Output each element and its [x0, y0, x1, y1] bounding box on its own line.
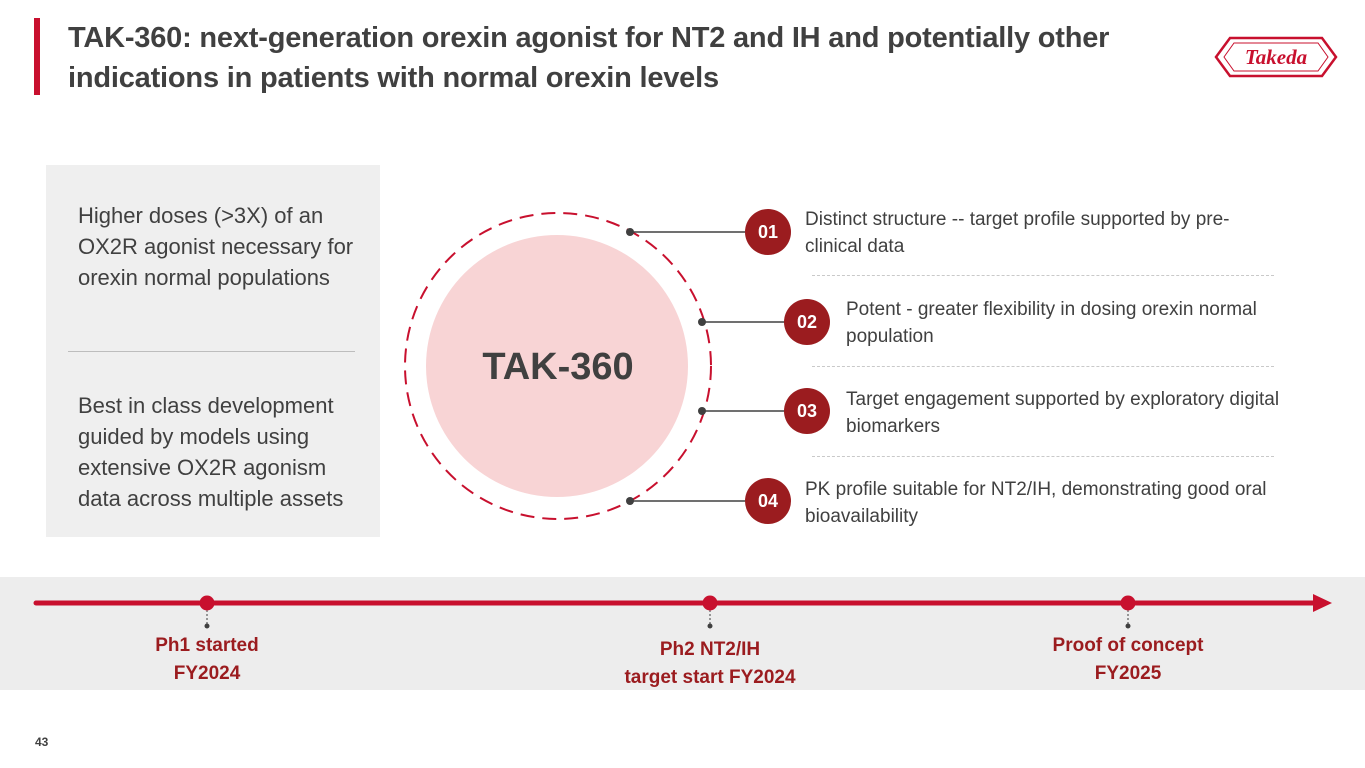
milestone-tick-dot-1	[204, 623, 210, 629]
connector-dot-01	[626, 228, 634, 236]
connector-dot-02	[698, 318, 706, 326]
point-separator-2	[812, 366, 1274, 367]
left-panel: Higher doses (>3X) of an OX2R agonist ne…	[46, 165, 380, 537]
milestone-tick-dot-2	[707, 623, 713, 629]
milestone-marker-3	[1120, 595, 1136, 611]
point-text-03: Target engagement supported by explorato…	[846, 389, 1280, 437]
point-badge-01: 01	[745, 209, 791, 255]
milestone-poc-line2: FY2025	[1094, 663, 1162, 684]
milestone-label-poc: Proof of concept FY2025	[1018, 632, 1238, 688]
left-panel-divider	[68, 351, 355, 352]
center-label: TAK-360	[482, 346, 634, 388]
timeline-band	[0, 577, 1365, 690]
dashed-outer-ring	[404, 212, 712, 520]
point-text-04: PK profile suitable for NT2/IH, demonstr…	[805, 479, 1267, 527]
point-text-02: Potent - greater flexibility in dosing o…	[846, 299, 1257, 347]
point-badge-04: 04	[745, 478, 791, 524]
connector-dot-03	[698, 407, 706, 415]
point-separator-3	[812, 456, 1274, 457]
takeda-logo: Takeda	[1214, 36, 1338, 78]
connector-dot-04	[626, 497, 634, 505]
logo-text: Takeda	[1245, 45, 1307, 69]
milestone-tick-dot-3	[1125, 623, 1131, 629]
milestone-marker-2	[702, 595, 718, 611]
left-panel-text-best-in-class: Best in class development guided by mode…	[78, 393, 344, 511]
point-badge-03: 03	[784, 388, 830, 434]
center-circle	[426, 235, 688, 497]
milestone-poc-line1: Proof of concept	[1052, 635, 1204, 656]
page-number: 43	[35, 735, 49, 749]
timeline-arrowhead	[1313, 594, 1332, 612]
milestone-ph1-line2: FY2024	[173, 663, 241, 684]
milestone-marker-1	[199, 595, 215, 611]
point-badge-02: 02	[784, 299, 830, 345]
milestone-label-ph2: Ph2 NT2/IH target start FY2024	[600, 636, 820, 692]
point-separator-1	[812, 275, 1274, 276]
left-panel-text-doses: Higher doses (>3X) of an OX2R agonist ne…	[78, 203, 354, 290]
page-title: TAK-360: next-generation orexin agonist …	[68, 22, 1110, 94]
point-text-01: Distinct structure -- target profile sup…	[805, 209, 1230, 257]
milestone-ph2-line2: target start FY2024	[624, 667, 796, 688]
title-accent-bar	[34, 18, 40, 95]
milestone-ph1-line1: Ph1 started	[155, 635, 259, 656]
milestone-label-ph1: Ph1 started FY2024	[107, 632, 307, 688]
milestone-ph2-line1: Ph2 NT2/IH	[659, 639, 761, 660]
